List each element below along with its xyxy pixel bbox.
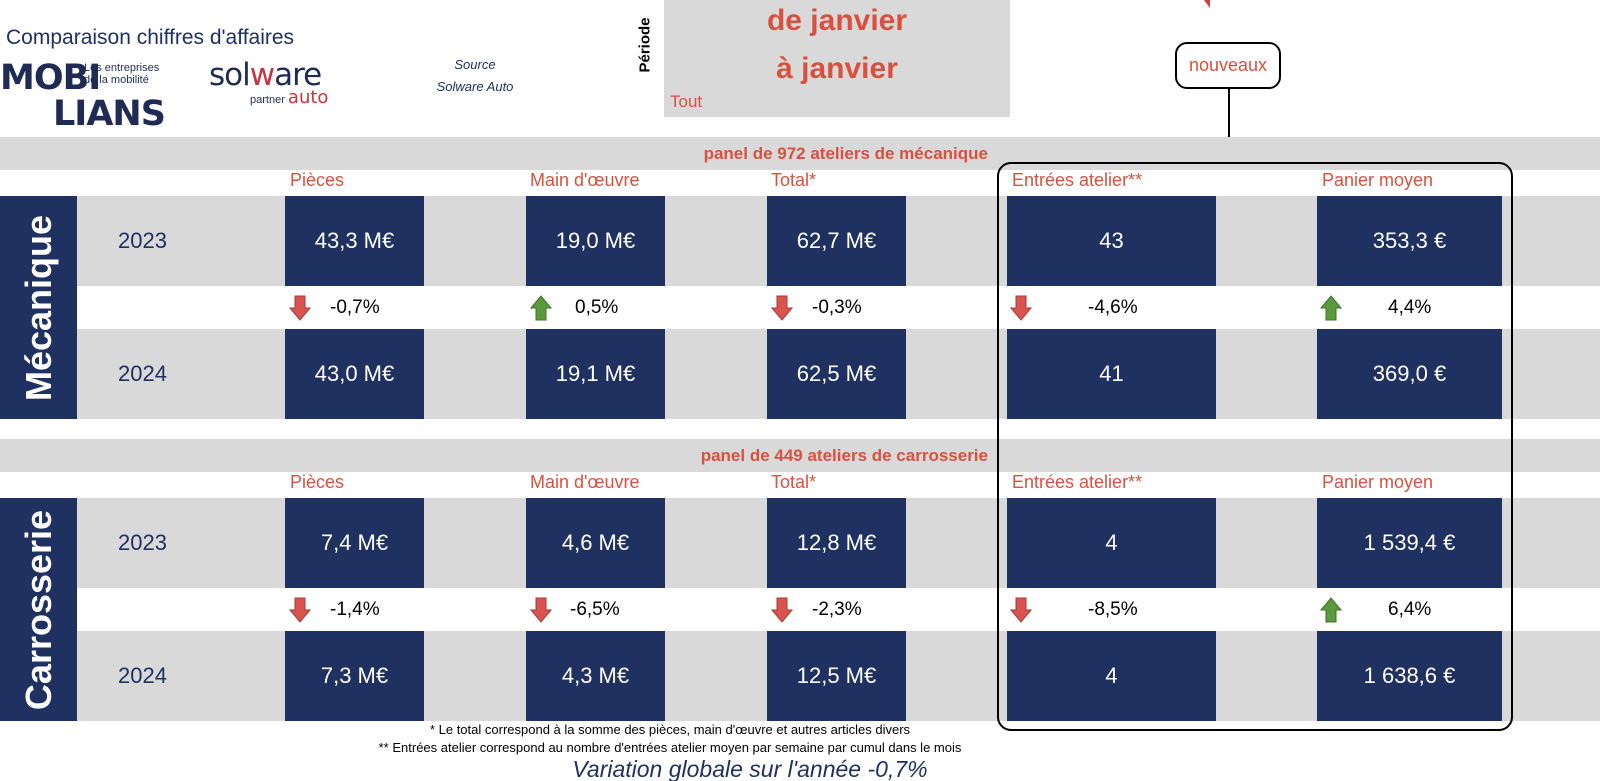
value-cell: 1 638,6 €: [1317, 631, 1502, 721]
value-cell: 4,3 M€: [526, 631, 665, 721]
section-name: Carrosserie: [17, 509, 59, 710]
panel-band-carrosserie: [0, 439, 1600, 472]
year-label: 2023: [118, 530, 167, 555]
solware-logo: solware partner auto: [209, 57, 349, 108]
col-label-panier: Panier moyen: [1322, 170, 1434, 190]
col-label-total: Total*: [771, 170, 817, 190]
logo-mobilians-tagline: Les entreprises de la mobilité: [84, 62, 159, 86]
callout-arrow-line: [1228, 89, 1230, 153]
periode-text: Période: [636, 17, 654, 73]
solware-auto: auto: [287, 87, 329, 108]
arrow-down-red-icon: [289, 295, 311, 321]
global-variation: Variation globale sur l'année -0,7%: [572, 756, 928, 781]
period-selector[interactable]: [664, 0, 1010, 117]
arrow-down-red-icon: [771, 597, 793, 623]
variation-value: -0,3%: [812, 297, 862, 318]
variation-value: 4,4%: [1388, 297, 1432, 318]
value-cell: 12,5 M€: [767, 631, 906, 721]
value-cell: 369,0 €: [1317, 329, 1502, 419]
solware-b: w: [249, 57, 275, 93]
comment-marker-icon: [1204, 0, 1210, 8]
col-label-panier: Panier moyen: [1322, 472, 1434, 492]
panel-title-carrosserie: panel de 449 ateliers de carrosserie: [700, 446, 988, 465]
arrow-up-green-icon: [1320, 295, 1342, 321]
arrow-down-red-icon: [1010, 295, 1032, 321]
source-value: Solware Auto: [436, 79, 514, 94]
variation-value: 6,4%: [1388, 599, 1432, 620]
value-cell: 19,1 M€: [526, 329, 665, 419]
value-cell: 1 539,4 €: [1317, 498, 1502, 588]
periode-label: Période: [630, 8, 660, 82]
value-cell: 43,0 M€: [285, 329, 424, 419]
arrow-down-red-icon: [771, 295, 793, 321]
footnote-total: * Le total correspond à la somme des piè…: [429, 722, 911, 737]
value-cell: 4: [1007, 498, 1216, 588]
filter-value[interactable]: Tout: [670, 92, 703, 111]
tagline-2: de la mobilité: [84, 74, 149, 86]
year-label: 2024: [118, 361, 167, 386]
logo-mobilians-line1: MOBI: [0, 58, 101, 98]
col-label-main-oeuvre: Main d'œuvre: [530, 472, 640, 492]
value-cell: 7,4 M€: [285, 498, 424, 588]
variation-value: 0,5%: [575, 297, 619, 318]
section-label-carrosserie: Carrosserie: [0, 498, 77, 721]
panel-title-mecanique: panel de 972 ateliers de mécanique: [703, 144, 988, 163]
period-end[interactable]: à janvier: [776, 52, 898, 85]
solware-c: are: [274, 57, 322, 93]
arrow-up-green-icon: [530, 295, 552, 321]
solware-partner: partner: [250, 94, 285, 106]
value-cell: 7,3 M€: [285, 631, 424, 721]
arrow-down-red-icon: [530, 597, 552, 623]
panel-band-mecanique: [0, 137, 1600, 170]
period-start[interactable]: de janvier: [766, 4, 908, 37]
tagline-1: Les entreprises: [84, 62, 160, 74]
variation-value: -6,5%: [570, 599, 620, 620]
page-title: Comparaison chiffres d'affaires: [6, 26, 295, 49]
variation-value: -2,3%: [812, 599, 862, 620]
value-cell: 41: [1007, 329, 1216, 419]
variation-value: -4,6%: [1088, 297, 1138, 318]
section-name: Mécanique: [17, 214, 59, 401]
arrow-down-red-icon: [1010, 597, 1032, 623]
solware-sub: partner auto: [250, 87, 328, 108]
variation-value: -1,4%: [330, 599, 380, 620]
value-cell: 19,0 M€: [526, 196, 665, 286]
col-label-main-oeuvre: Main d'œuvre: [530, 170, 640, 190]
year-label: 2023: [118, 228, 167, 253]
solware-a: sol: [209, 57, 251, 93]
col-label-pieces: Pièces: [290, 472, 345, 492]
mobilians-logo: MOBI LIANS Les entreprises de la mobilit…: [0, 58, 170, 136]
col-label-pieces: Pièces: [290, 170, 345, 190]
arrow-down-red-icon: [289, 597, 311, 623]
logo-mobilians-line2: LIANS: [53, 94, 166, 134]
solware-wordmark: solware: [209, 57, 349, 93]
value-cell: 4: [1007, 631, 1216, 721]
value-cell: 62,5 M€: [767, 329, 906, 419]
value-cell: 43: [1007, 196, 1216, 286]
value-cell: 353,3 €: [1317, 196, 1502, 286]
col-label-total: Total*: [771, 472, 817, 492]
source-block: Source Solware Auto: [410, 54, 540, 98]
col-label-entrees: Entrées atelier**: [1012, 170, 1143, 190]
nouveaux-highlight-box: [997, 162, 1513, 731]
value-cell: 62,7 M€: [767, 196, 906, 286]
arrow-up-green-icon: [1320, 597, 1342, 623]
value-cell: 43,3 M€: [285, 196, 424, 286]
variation-value: -8,5%: [1088, 599, 1138, 620]
footnote-entrees: ** Entrées atelier correspond au nombre …: [378, 740, 962, 755]
source-label: Source: [454, 57, 496, 72]
nouveaux-callout: nouveaux: [1175, 42, 1281, 89]
value-cell: 12,8 M€: [767, 498, 906, 588]
variation-value: -0,7%: [330, 297, 380, 318]
col-label-entrees: Entrées atelier**: [1012, 472, 1143, 492]
value-cell: 4,6 M€: [526, 498, 665, 588]
year-label: 2024: [118, 663, 167, 688]
section-label-mecanique: Mécanique: [0, 196, 77, 419]
